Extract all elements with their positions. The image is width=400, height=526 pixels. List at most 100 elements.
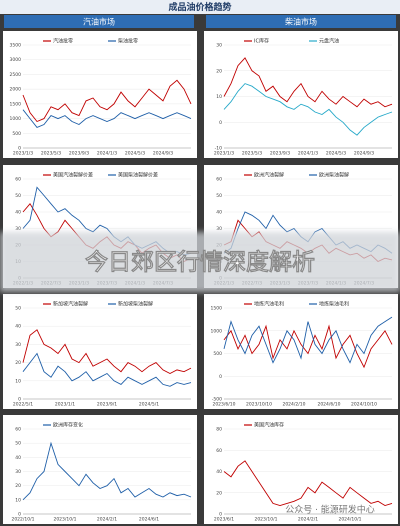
y-tick-label: 1500 [211,306,223,312]
legend-label: 新加坡柴油裂解 [118,301,153,308]
y-tick-label: 50 [15,441,21,447]
y-tick-label: 20 [15,360,21,366]
chart-panel [3,294,197,409]
series-line [223,83,393,136]
x-tick-label: 2023/6/1 [214,517,234,523]
legend-label: 柴油批零 [118,38,138,45]
y-tick-label: 50 [15,306,21,312]
x-tick-label: 2023/9/3 [69,151,89,157]
x-tick-label: 2023/1/3 [13,151,33,157]
y-tick-label: 30 [216,43,222,49]
y-tick-label: 2000 [10,87,22,93]
x-tick-label: 2023/10/10 [246,402,272,408]
x-tick-label: 2023/6/10 [212,402,235,408]
x-tick-label: 2024/9/3 [153,151,173,157]
x-tick-label: 2024/1/3 [97,151,117,157]
legend-label: 美国汽油裂解价差 [53,172,93,179]
x-tick-label: 2023/10/1 [254,517,277,523]
y-tick-label: 20 [15,483,21,489]
x-tick-label: 2024/9/3 [354,151,374,157]
series-line [223,316,393,364]
y-tick-label: 40 [15,210,21,216]
y-tick-label: 1000 [10,116,22,122]
legend-label: 汽油批零 [53,38,73,45]
y-tick-label: 60 [15,177,21,183]
y-tick-label: 30 [15,342,21,348]
x-tick-label: 2022/5/1 [13,402,33,408]
y-tick-label: 20 [216,68,222,74]
y-tick-label: 0 [219,120,222,126]
y-tick-label: 10 [15,378,21,384]
x-tick-label: 2024/2/1 [298,517,318,523]
watermark: 公众号 · 能源研发中心 [285,504,375,516]
x-tick-label: 2024/1/3 [298,151,318,157]
series-line [22,441,192,501]
y-tick-label: 60 [216,177,222,183]
series-line [223,460,393,506]
x-tick-label: 2022/10/1 [11,517,34,523]
chart-panel [3,415,197,524]
x-tick-label: 2023/5/3 [242,151,262,157]
legend-label: 新加坡汽油裂解 [53,301,88,308]
y-tick-label: 0 [18,512,21,518]
legend-label: 地炼柴油毛利 [319,301,349,308]
y-tick-label: 0 [219,512,222,518]
x-tick-label: 2024/10/1 [338,517,361,523]
x-tick-label: 2023/9/3 [270,151,290,157]
y-tick-label: 0 [18,397,21,403]
x-tick-label: 2023/1/1 [55,402,75,408]
y-tick-label: 50 [15,193,21,199]
x-tick-label: 2024/5/3 [125,151,145,157]
overlay-title: 今日郊区行情深度解析 [85,249,315,276]
header-bar [0,0,400,14]
left-header-text: 汽油市场 [83,17,115,27]
legend-label: 地炼汽油毛利 [254,301,284,308]
y-tick-label: 30 [15,469,21,475]
series-line [22,329,192,375]
series-line [22,352,192,387]
x-tick-label: 2024/2/1 [97,517,117,523]
legend-label: 美国柴油裂解价差 [118,172,158,179]
y-tick-label: -10 [215,146,222,152]
x-tick-label: 2023/10/1 [53,517,76,523]
y-tick-label: 40 [216,210,222,216]
legend-label: 元盘汽油 [319,38,339,45]
left-header [4,15,194,28]
x-tick-label: 2023/1/3 [214,151,234,157]
y-tick-label: 500 [12,131,21,137]
x-tick-label: 2024/6/10 [317,402,340,408]
y-tick-label: 40 [216,469,222,475]
right-header-text: 柴油市场 [285,17,317,27]
x-tick-label: 2024/5/1 [139,402,159,408]
y-tick-label: 3500 [10,43,22,49]
y-tick-label: 0 [219,374,222,380]
series-line [22,109,192,128]
y-tick-label: 40 [15,324,21,330]
overlay-band [0,232,400,292]
x-tick-label: 2024/10/10 [351,402,377,408]
legend-label: 美国汽油库存 [254,422,284,429]
series-line [223,57,393,108]
y-tick-label: 500 [213,351,222,357]
y-tick-label: 80 [216,427,222,433]
header-title: 成品油价格趋势 [168,1,231,13]
y-tick-label: -500 [212,397,222,403]
y-tick-label: 20 [216,490,222,496]
y-tick-label: 40 [15,455,21,461]
y-tick-label: 10 [216,94,222,100]
y-tick-label: 60 [216,448,222,454]
y-tick-label: 0 [18,146,21,152]
y-tick-label: 50 [216,193,222,199]
y-tick-label: 1000 [211,328,223,334]
y-tick-label: 1500 [10,101,22,107]
legend-label: 欧洲汽油裂解 [254,172,284,179]
legend-label: IC库存 [254,38,269,45]
x-tick-label: 2024/5/3 [326,151,346,157]
chart-panel [3,31,197,158]
legend-label: 欧洲柴油裂解 [319,172,349,179]
y-tick-label: 30 [216,226,222,232]
y-tick-label: 60 [15,427,21,433]
y-tick-label: 10 [15,497,21,503]
y-tick-label: 30 [15,226,21,232]
